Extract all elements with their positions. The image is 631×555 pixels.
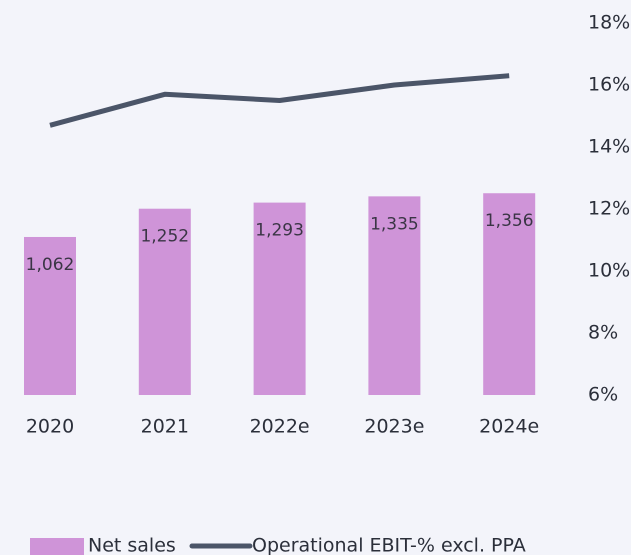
legend-label: Net sales [88,535,176,555]
value-label: 1,335 [370,214,419,234]
value-label: 1,356 [485,211,534,231]
x-tick-label: 2021 [141,416,189,438]
x-tick-label: 2024e [479,416,539,438]
bar [253,202,306,395]
bar [138,208,191,395]
y2-tick-label: 18% [588,12,630,34]
value-label: 1,062 [26,255,75,275]
x-tick-label: 2022e [250,416,310,438]
legend-swatch [30,538,84,555]
x-tick-label: 2020 [26,416,74,438]
y2-tick-label: 16% [588,74,630,96]
y2-tick-label: 14% [588,136,630,158]
line [49,73,510,128]
x-tick-label: 2023e [364,416,424,438]
y2-tick-label: 10% [588,260,630,282]
legend-label: Operational EBIT-% excl. PPA [252,535,526,555]
bar [368,196,421,395]
y2-tick-label: 8% [588,322,618,344]
y2-tick-label: 12% [588,198,630,220]
bar [24,236,76,395]
value-label: 1,293 [255,221,304,241]
y2-tick-label: 6% [588,384,618,406]
bar [483,193,536,395]
value-label: 1,252 [140,227,189,247]
